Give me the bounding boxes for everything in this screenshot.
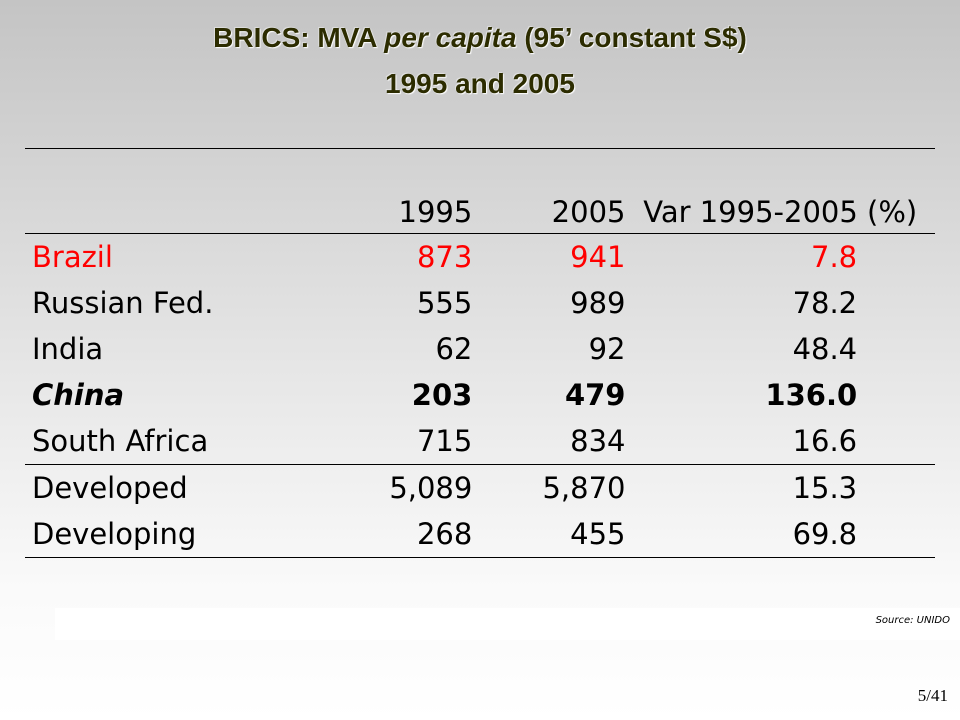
value-1995: 5,089: [389, 471, 473, 505]
value-1995: 715: [319, 418, 473, 465]
value-2005: 834: [472, 418, 626, 465]
header-1995: 1995: [398, 195, 473, 229]
table-row: India 62 92 48.4: [25, 326, 935, 372]
slide-subtitle: 1995 and 2005: [385, 68, 575, 99]
value-var: 136.0: [765, 378, 858, 412]
table-row: Brazil 873 941 7.8: [25, 234, 935, 281]
header-country: [25, 149, 319, 234]
value-1995: 873: [416, 240, 473, 274]
value-var: 78.2: [792, 286, 858, 320]
country-name: Russian Fed.: [32, 286, 214, 320]
value-2005: 941: [570, 240, 626, 274]
value-2005: 92: [588, 332, 626, 366]
table-row: Russian Fed. 555 989 78.2: [25, 280, 935, 326]
country-name: Developing: [25, 511, 320, 558]
title-italic: per capita: [384, 22, 517, 53]
header-2005: 2005: [551, 195, 626, 229]
country-name: Developed: [32, 471, 188, 505]
source-band: [55, 608, 960, 640]
source-note: Source: UNIDO: [875, 615, 950, 626]
value-1995: 268: [319, 511, 473, 558]
value-var: 48.4: [792, 332, 858, 366]
table-row: South Africa 715 834 16.6: [25, 418, 935, 465]
country-name: South Africa: [25, 418, 320, 465]
table-row: China 203 479 136.0: [25, 372, 935, 418]
value-1995: 203: [411, 378, 473, 412]
header-variation: Var 1995-2005 (%): [643, 195, 918, 229]
value-1995: 555: [416, 286, 473, 320]
title-prefix: BRICS: MVA: [213, 22, 385, 53]
title-suffix: (95’ constant S$): [516, 22, 747, 53]
value-2005: 989: [570, 286, 626, 320]
table-row: Developing 268 455 69.8: [25, 511, 935, 558]
table-row: Developed 5,089 5,870 15.3: [25, 465, 935, 512]
country-name: India: [32, 332, 104, 366]
value-2005: 455: [472, 511, 626, 558]
table-header-row: 1995 2005 Var 1995-2005 (%): [25, 148, 935, 234]
value-2005: 479: [564, 378, 626, 412]
slide-title: BRICS: MVA per capita (95’ constant S$): [0, 24, 960, 52]
value-var: 15.3: [792, 471, 858, 505]
page-number: 5/41: [917, 686, 948, 705]
mva-table: 1995 2005 Var 1995-2005 (%) Brazil 873 9…: [25, 148, 935, 558]
value-2005: 5,870: [542, 471, 626, 505]
value-1995: 62: [435, 332, 473, 366]
country-name: China: [32, 378, 125, 412]
value-var: 69.8: [625, 511, 858, 558]
value-var: 7.8: [811, 240, 858, 274]
country-name: Brazil: [32, 240, 113, 274]
value-var: 16.6: [625, 418, 858, 465]
